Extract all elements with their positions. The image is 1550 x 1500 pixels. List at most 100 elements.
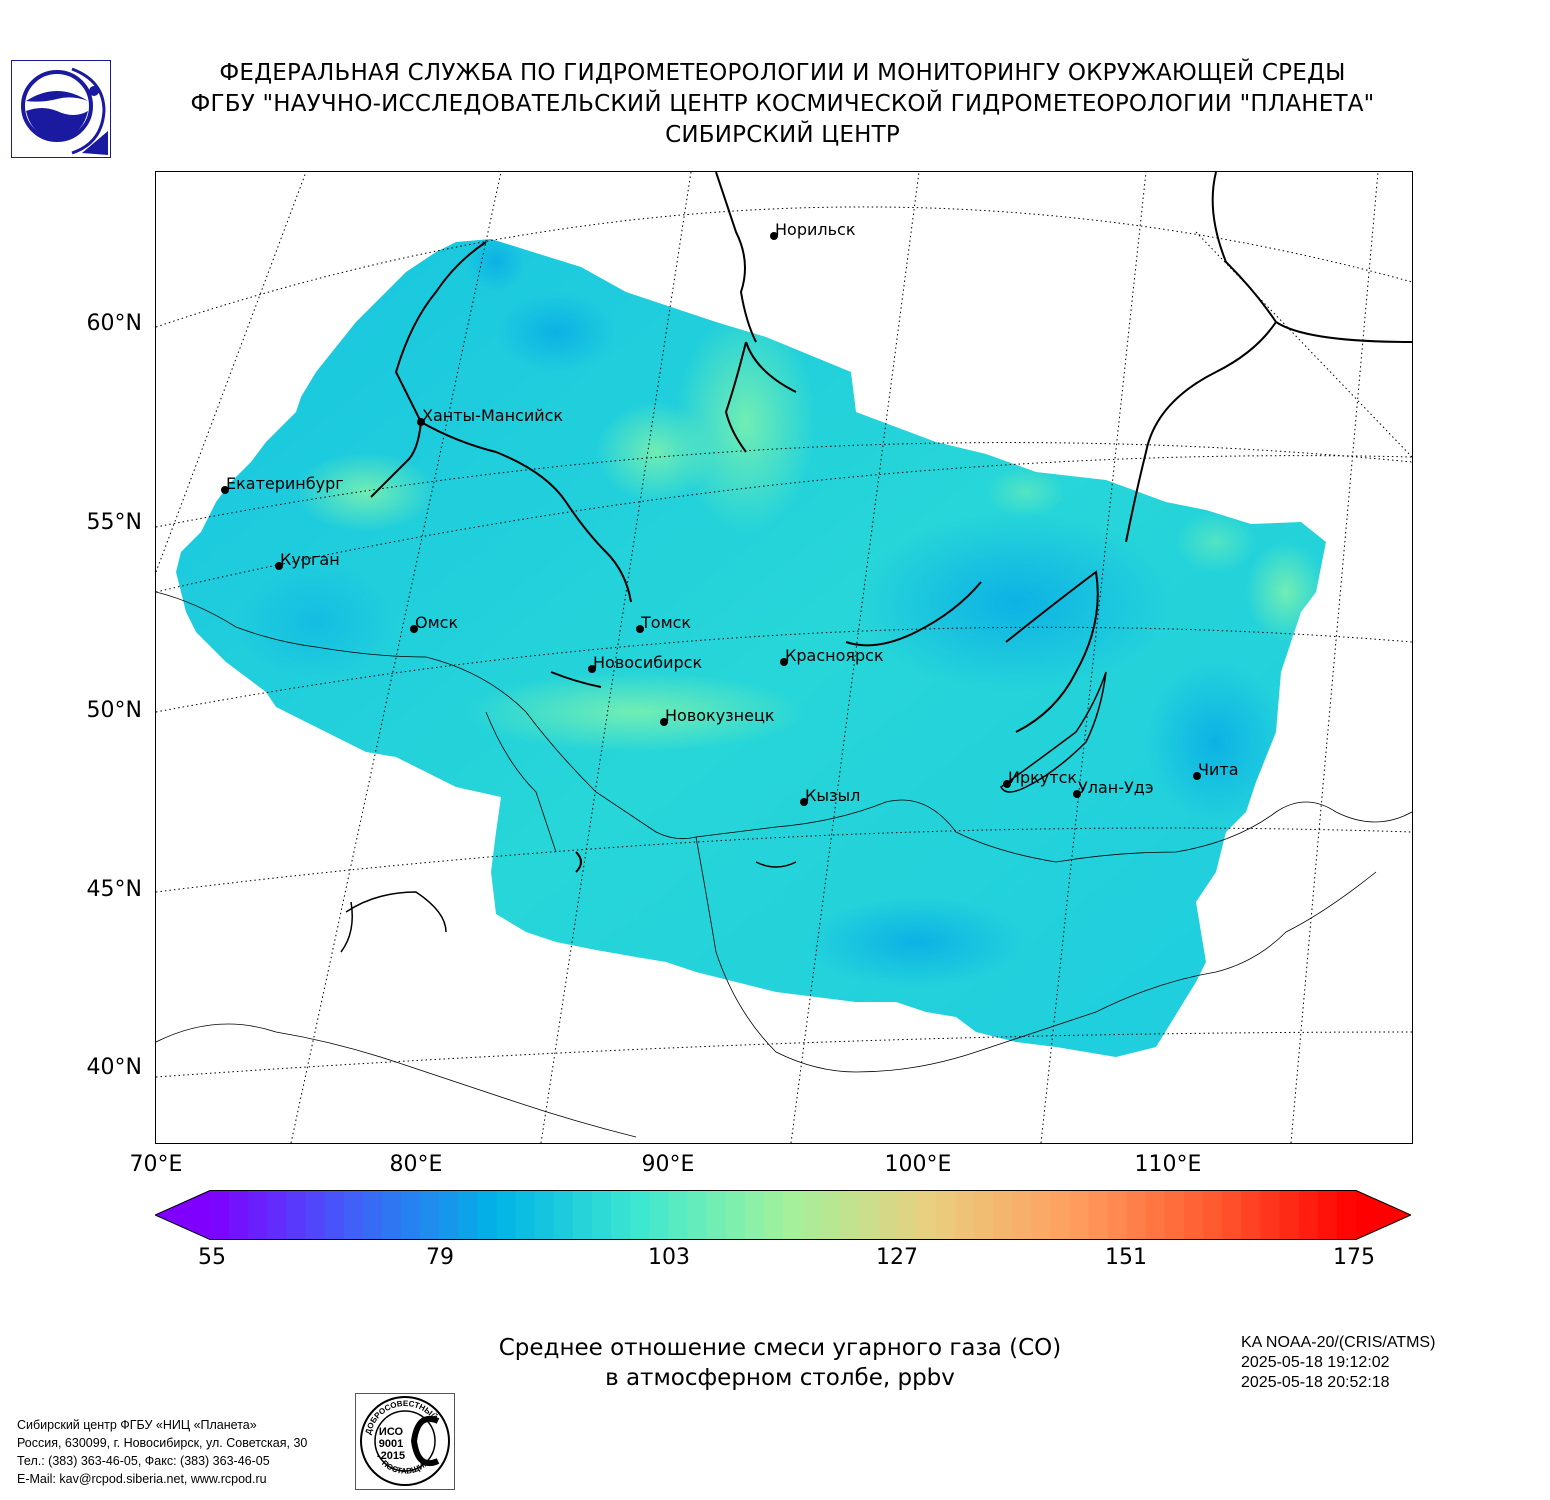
lon-label: 80°E [389,1152,443,1177]
colorbar-segment [1241,1190,1262,1240]
contacts-block: Сибирский центр ФГБУ «НИЦ «Планета» Росс… [17,1416,307,1488]
map-panel: Норильск Ханты-Мансийск Екатеринбург Кур… [155,171,1413,1144]
colorbar-segment [954,1190,975,1240]
colorbar-segment [1126,1190,1147,1240]
colorbar-segment [783,1190,803,1240]
colorbar-segment [649,1190,669,1240]
city-dot [770,232,778,240]
colorbar-segment [420,1190,440,1240]
colorbar-tick: 79 [426,1245,454,1270]
colorbar-segment [401,1190,421,1240]
colorbar-segment [305,1190,326,1240]
lat-label: 60°N [86,311,142,336]
colorbar-segment [1222,1190,1242,1240]
colorbar-segment [1298,1190,1319,1240]
iso-line-3: -2015 [377,1450,405,1462]
colorbar-tick: 103 [648,1245,690,1270]
contacts-address: Россия, 630099, г. Новосибирск, ул. Сове… [17,1436,308,1450]
colorbar-segment [687,1190,708,1240]
colorbar-segment [324,1190,345,1240]
colorbar-segment [1203,1190,1223,1240]
lon-label: 70°E [129,1152,183,1177]
city-dot [636,625,644,633]
map-canvas [156,172,1412,1143]
lat-label: 50°N [86,698,142,723]
lakes [340,671,1107,953]
city-dot [417,418,425,426]
lon-label: 100°E [884,1152,952,1177]
colorbar-segment [878,1190,899,1240]
product-caption: Среднее отношение смеси угарного газа (С… [430,1333,1130,1393]
lat-label: 55°N [86,510,142,535]
colorbar-segment [1279,1190,1300,1240]
colorbar-segment [534,1190,555,1240]
colorbar-graphic [153,1190,1413,1240]
contacts-org: Сибирский центр ФГБУ «НИЦ «Планета» [17,1418,257,1432]
colorbar-segment [592,1190,612,1240]
city-label: Екатеринбург [226,474,344,493]
colorbar-segment [1107,1190,1128,1240]
rivers [370,172,1412,873]
caption-line-2: в атмосферном столбе, ppbv [605,1365,955,1391]
graticule [156,172,1412,1143]
city-dot [275,562,283,570]
satellite-end-time: 2025-05-18 20:52:18 [1241,1374,1390,1391]
header-line-1: ФЕДЕРАЛЬНАЯ СЛУЖБА ПО ГИДРОМЕТЕОРОЛОГИИ … [219,60,1346,86]
iso-line-2: 9001 [379,1438,403,1450]
colorbar-segment [725,1190,746,1240]
colorbar-segment [248,1190,268,1240]
iso-badge: ДОБРОСОВЕСТНЫЙ ПОСТАВЩИК ИСО 9001 -2015 [355,1393,455,1490]
colorbar-segment [821,1190,841,1240]
colorbar-tick: 55 [198,1245,226,1270]
lon-label: 110°E [1134,1152,1202,1177]
city-label: Новокузнецк [665,706,775,725]
colorbar-segment [1012,1190,1032,1240]
colorbar-segment [477,1190,498,1240]
colorbar-segment [229,1190,249,1240]
colorbar-segment [458,1190,478,1240]
colorbar-segment [1165,1190,1185,1240]
colorbar-segment [859,1190,880,1240]
colorbar-segment [553,1190,574,1240]
city-label: Улан-Удэ [1078,778,1154,797]
city-dot [780,658,788,666]
city-label: Новосибирск [593,653,703,672]
colorbar-segment [935,1190,956,1240]
colorbar-tick: 127 [876,1245,918,1270]
colorbar-segment [1145,1190,1166,1240]
colorbar [153,1190,1413,1240]
satellite-info: KA NOAA-20/(CRIS/ATMS) 2025-05-18 19:12:… [1241,1333,1435,1393]
colorbar-segment [897,1190,918,1240]
contacts-phone: Тел.: (383) 363-46-05, Факс: (383) 363-4… [17,1454,270,1468]
colorbar-segment [611,1190,631,1240]
colorbar-segment [802,1190,822,1240]
colorbar-max-extend [1356,1190,1411,1240]
city-label: Курган [280,550,340,569]
city-label: Томск [641,613,692,632]
planeta-logo [11,60,111,158]
city-label: Иркутск [1008,768,1078,787]
satellite-start-time: 2025-05-18 19:12:02 [1241,1354,1390,1371]
colorbar-segment [1088,1190,1109,1240]
colorbar-segment [572,1190,593,1240]
colorbar-segment [343,1190,364,1240]
city-label: Красноярск [785,646,884,665]
city-dot [410,625,418,633]
colorbar-segment [763,1190,784,1240]
borders [156,591,1412,1138]
colorbar-segment [993,1190,1013,1240]
city-label: Кызыл [805,786,861,805]
city-label: Чита [1198,760,1239,779]
header-line-2: ФГБУ "НАУЧНО-ИССЛЕДОВАТЕЛЬСКИЙ ЦЕНТР КОС… [190,91,1375,117]
lat-label: 40°N [86,1055,142,1080]
colorbar-segment [362,1190,383,1240]
colorbar-segment [1260,1190,1281,1240]
colorbar-segment [439,1190,459,1240]
city-dot [1003,780,1011,788]
colorbar-segment [1184,1190,1204,1240]
city-dot [588,665,596,673]
city-label: Норильск [775,220,856,239]
city-dot [660,718,668,726]
colorbar-min-extend [155,1190,210,1240]
colorbar-tick: 151 [1105,1245,1147,1270]
